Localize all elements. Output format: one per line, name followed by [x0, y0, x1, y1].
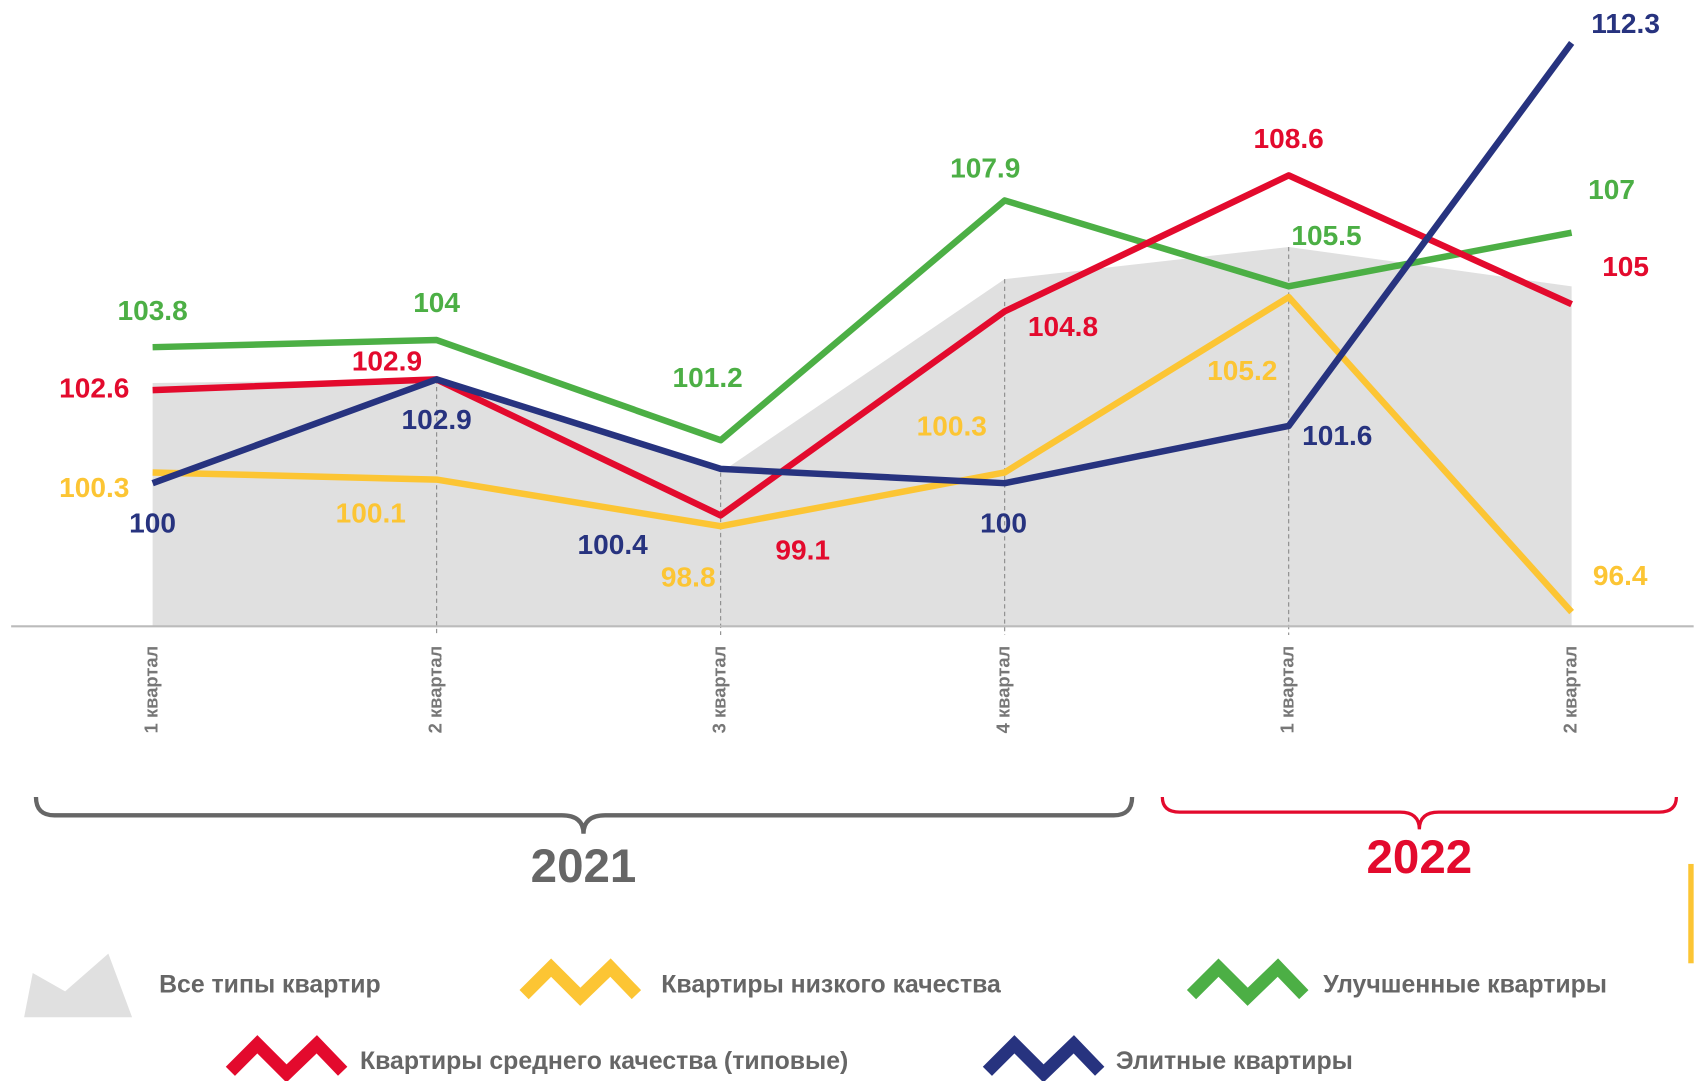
brace-2022: [1160, 796, 1678, 830]
x-tick-label: 2 квартал: [1559, 646, 1580, 734]
edge-decoration: [1688, 863, 1694, 964]
legend-label: Улучшенные квартиры: [1323, 972, 1607, 999]
data-label: 105.5: [1291, 220, 1361, 251]
data-label: 100.3: [59, 472, 129, 503]
data-label: 102.9: [352, 346, 422, 377]
data-label: 112.3: [1591, 8, 1660, 39]
x-tick-label: 3 квартал: [708, 646, 729, 734]
line: [152, 197, 1573, 444]
data-label: 101.6: [1302, 420, 1372, 451]
data-label: 108.6: [1254, 123, 1324, 154]
legend-icon: [982, 1035, 1105, 1083]
data-label: 100.1: [336, 498, 406, 529]
x-tick-label: 4 квартал: [993, 646, 1014, 734]
data-label: 102.9: [402, 404, 472, 435]
data-label: 100: [129, 508, 176, 539]
data-label: 102.6: [59, 373, 129, 404]
line: [152, 172, 1573, 519]
legend-label: Квартиры среднего качества (типовые): [360, 1048, 848, 1075]
brace-2021: [33, 796, 1135, 834]
legend-icon: [519, 958, 642, 1006]
data-label: 101.2: [673, 362, 743, 393]
line: [151, 41, 1575, 487]
x-tick-label: 1 квартал: [1277, 646, 1298, 734]
line: [152, 293, 1575, 615]
data-label: 98.8: [661, 561, 716, 592]
period-label: 2022: [1367, 831, 1473, 884]
data-label: 105.2: [1207, 355, 1277, 386]
data-label: 103.8: [117, 295, 187, 326]
legend-label: Элитные квартиры: [1116, 1048, 1353, 1075]
data-label: 100.4: [578, 529, 649, 560]
legend-icon: [24, 953, 133, 1018]
data-label: 100: [980, 508, 1027, 539]
data-label: 96.4: [1593, 560, 1648, 591]
x-tick-label: 1 квартал: [140, 646, 161, 734]
data-label: 100.3: [917, 411, 987, 442]
legend-icon: [225, 1035, 348, 1083]
x-tick-label: 2 квартал: [424, 646, 445, 734]
data-label: 107: [1588, 174, 1635, 205]
legend-label: Все типы квартир: [159, 972, 381, 999]
legend-label: Квартиры низкого качества: [661, 972, 1001, 999]
period-label: 2021: [531, 840, 637, 893]
data-label: 105: [1602, 251, 1649, 282]
data-label: 99.1: [775, 535, 830, 566]
data-label: 107.9: [950, 153, 1020, 184]
data-label: 104: [413, 287, 460, 318]
data-label: 104.8: [1028, 311, 1098, 342]
legend-icon: [1186, 958, 1309, 1006]
